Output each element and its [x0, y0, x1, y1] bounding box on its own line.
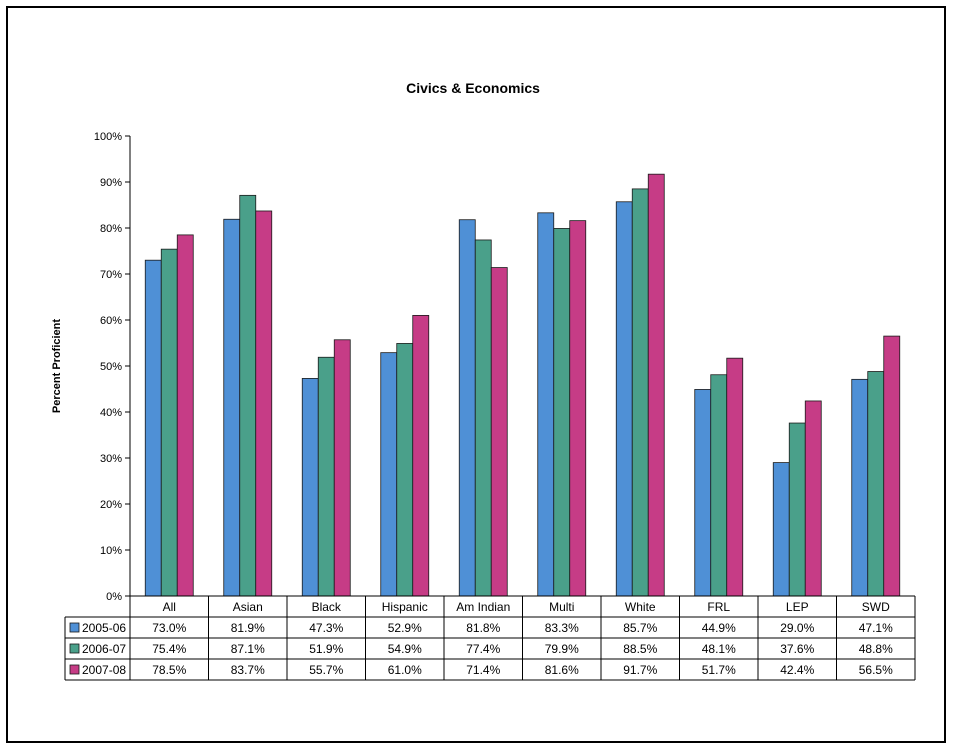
data-label: 44.9% [702, 621, 736, 635]
legend-swatch [69, 643, 80, 654]
y-axis-label: Percent Proficient [51, 319, 63, 413]
bar-2005-06-frl [694, 389, 712, 597]
data-label: 75.4% [152, 642, 186, 656]
x-category-label: FRL [707, 600, 730, 614]
y-tick-label: 40% [100, 407, 122, 419]
bar-2005-06-multi [537, 212, 555, 597]
bar-2006-07-am-indian [474, 239, 492, 597]
data-label: 37.6% [780, 642, 814, 656]
legend-series-name: 2006-07 [82, 642, 126, 656]
chart-title: Civics & Economics [406, 80, 540, 96]
x-category-label: Asian [233, 600, 263, 614]
chart-frame [6, 6, 946, 743]
legend-swatch [69, 622, 80, 633]
data-label: 83.3% [545, 621, 579, 635]
data-label: 29.0% [780, 621, 814, 635]
x-category-label: Hispanic [382, 600, 428, 614]
data-label: 77.4% [466, 642, 500, 656]
data-label: 42.4% [780, 663, 814, 677]
bar-2007-08-lep [804, 400, 822, 597]
bar-2005-06-asian [223, 218, 241, 597]
y-tick-label: 60% [100, 315, 122, 327]
y-tick-label: 90% [100, 177, 122, 189]
data-label: 88.5% [623, 642, 657, 656]
y-tick-label: 100% [94, 131, 122, 143]
data-label: 71.4% [466, 663, 500, 677]
bar-2006-07-multi [553, 228, 571, 597]
bar-2007-08-white [647, 173, 665, 597]
bar-2006-07-frl [710, 374, 728, 597]
bar-2007-08-swd [883, 335, 901, 597]
bar-2006-07-all [160, 248, 178, 597]
x-category-label: Black [312, 600, 342, 614]
data-label: 56.5% [859, 663, 893, 677]
bar-2006-07-lep [788, 422, 806, 597]
data-label: 78.5% [152, 663, 186, 677]
x-category-label: All [163, 600, 176, 614]
data-label: 79.9% [545, 642, 579, 656]
y-tick-label: 50% [100, 361, 122, 373]
x-category-label: LEP [786, 600, 809, 614]
data-label: 91.7% [623, 663, 657, 677]
data-label: 47.1% [859, 621, 893, 635]
bar-2007-08-hispanic [412, 314, 430, 597]
data-label: 54.9% [388, 642, 422, 656]
data-label: 61.0% [388, 663, 422, 677]
y-tick-label: 20% [100, 499, 122, 511]
bar-2006-07-swd [867, 371, 885, 597]
legend-swatch [69, 664, 80, 675]
data-label: 85.7% [623, 621, 657, 635]
x-category-label: SWD [862, 600, 890, 614]
data-label: 51.7% [702, 663, 736, 677]
bar-2006-07-hispanic [396, 343, 414, 597]
bar-2007-08-black [333, 339, 351, 597]
y-tick-label: 10% [100, 545, 122, 557]
y-tick-label: 30% [100, 453, 122, 465]
bar-2005-06-swd [851, 378, 869, 597]
bar-2007-08-multi [569, 220, 587, 597]
bar-2006-07-white [631, 188, 649, 597]
data-label: 73.0% [152, 621, 186, 635]
legend-series-name: 2007-08 [82, 663, 126, 677]
y-tick-label: 0% [106, 591, 122, 603]
data-label: 81.8% [466, 621, 500, 635]
data-label: 52.9% [388, 621, 422, 635]
bar-2005-06-white [615, 201, 633, 597]
data-label: 55.7% [309, 663, 343, 677]
data-label: 51.9% [309, 642, 343, 656]
bar-2005-06-black [301, 378, 319, 597]
bar-2006-07-black [317, 356, 335, 597]
data-label: 81.9% [231, 621, 265, 635]
bar-2006-07-asian [239, 194, 257, 597]
bar-2007-08-am-indian [490, 267, 508, 597]
data-label: 83.7% [231, 663, 265, 677]
data-label: 81.6% [545, 663, 579, 677]
bar-2007-08-all [176, 234, 194, 597]
bar-2005-06-lep [772, 462, 790, 597]
data-label: 87.1% [231, 642, 265, 656]
bar-2005-06-hispanic [380, 352, 398, 597]
bar-2007-08-asian [255, 210, 273, 597]
bar-2007-08-frl [726, 357, 744, 597]
data-label: 48.8% [859, 642, 893, 656]
x-category-label: Multi [549, 600, 574, 614]
data-label: 48.1% [702, 642, 736, 656]
data-label: 47.3% [309, 621, 343, 635]
bar-2005-06-all [144, 259, 162, 597]
y-tick-label: 80% [100, 223, 122, 235]
x-category-label: Am Indian [456, 600, 510, 614]
x-category-label: White [625, 600, 656, 614]
legend-series-name: 2005-06 [82, 621, 126, 635]
bar-2005-06-am-indian [458, 219, 476, 597]
y-tick-label: 70% [100, 269, 122, 281]
